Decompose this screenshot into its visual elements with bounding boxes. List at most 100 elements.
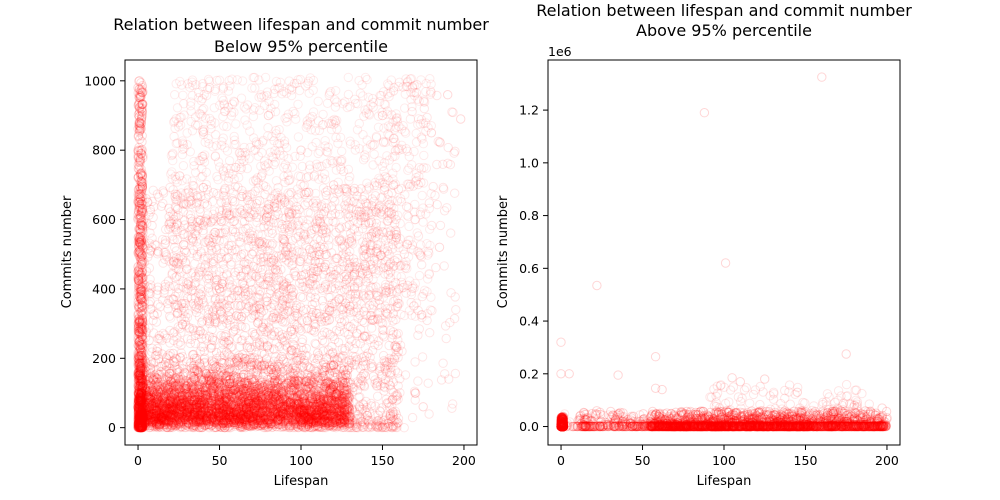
data-point <box>146 394 156 405</box>
data-point <box>303 389 313 399</box>
data-point <box>317 399 328 409</box>
data-point <box>180 381 191 391</box>
data-point <box>329 420 339 430</box>
data-point <box>266 420 277 431</box>
data-point <box>269 381 279 391</box>
data-point <box>154 400 165 410</box>
data-point <box>274 396 285 406</box>
data-point <box>264 408 274 418</box>
data-point <box>228 401 238 411</box>
data-point <box>251 406 261 416</box>
data-point <box>248 401 259 411</box>
data-point <box>249 406 259 416</box>
data-point <box>234 418 244 428</box>
data-point <box>283 363 294 374</box>
data-point <box>262 415 272 425</box>
data-point <box>154 417 164 427</box>
data-point <box>297 406 307 417</box>
data-point <box>318 371 328 382</box>
data-point <box>292 421 302 431</box>
data-point <box>225 381 235 391</box>
data-point <box>338 396 348 407</box>
data-point <box>322 383 332 394</box>
data-point <box>288 407 299 418</box>
data-point <box>202 414 212 424</box>
data-point <box>184 401 194 412</box>
data-point <box>218 409 229 420</box>
data-point <box>243 397 254 407</box>
data-point <box>281 378 292 389</box>
data-point <box>292 379 303 390</box>
data-point <box>204 398 214 409</box>
data-point <box>321 403 331 413</box>
data-point <box>183 418 193 428</box>
data-point <box>286 399 296 409</box>
data-point <box>143 398 153 408</box>
data-point <box>329 417 340 427</box>
data-point <box>333 406 343 416</box>
data-point <box>338 420 348 431</box>
data-point <box>286 405 296 416</box>
data-point <box>164 358 174 368</box>
data-point <box>339 385 350 396</box>
data-point <box>164 395 175 405</box>
data-point <box>206 411 217 422</box>
data-point <box>278 411 288 421</box>
data-point <box>186 394 197 404</box>
data-point <box>335 418 346 428</box>
data-point <box>161 400 172 410</box>
data-point <box>329 402 340 412</box>
data-point <box>155 389 166 399</box>
data-point <box>297 402 307 413</box>
data-point <box>175 393 185 404</box>
data-point <box>182 387 192 397</box>
data-point <box>151 408 162 419</box>
data-point <box>245 387 256 397</box>
data-point <box>303 400 313 410</box>
data-point <box>143 400 153 411</box>
data-point <box>199 399 210 409</box>
data-point <box>328 418 338 428</box>
data-point <box>189 417 199 427</box>
data-point <box>209 383 219 393</box>
data-point <box>263 417 273 427</box>
data-point <box>161 398 171 408</box>
data-point <box>217 406 228 416</box>
data-point <box>146 394 156 405</box>
data-point <box>144 373 155 384</box>
data-point <box>215 386 225 396</box>
data-point <box>308 401 318 411</box>
data-point <box>283 418 294 429</box>
data-point <box>236 398 247 409</box>
data-point <box>271 400 282 410</box>
data-point <box>311 392 321 402</box>
data-point <box>288 402 298 412</box>
data-point <box>334 396 345 406</box>
data-point <box>186 384 196 395</box>
data-point <box>181 382 191 392</box>
data-point <box>137 412 148 422</box>
data-point <box>318 399 328 409</box>
data-point <box>141 411 151 422</box>
data-point <box>220 385 231 395</box>
data-point <box>267 419 277 429</box>
data-point <box>177 401 187 412</box>
data-point <box>257 409 267 420</box>
data-point <box>204 398 215 408</box>
data-point <box>161 353 172 363</box>
data-point <box>295 402 306 412</box>
data-point <box>302 405 312 415</box>
data-point <box>133 396 144 407</box>
data-point <box>337 399 347 409</box>
data-point <box>205 416 215 426</box>
data-point <box>149 414 160 424</box>
data-point <box>141 409 152 419</box>
data-point <box>303 414 313 424</box>
data-point <box>220 395 230 405</box>
data-point <box>175 376 186 386</box>
data-point <box>189 407 199 418</box>
data-point <box>333 403 343 413</box>
data-point <box>161 403 172 414</box>
data-point <box>181 400 192 410</box>
data-point <box>136 379 146 389</box>
